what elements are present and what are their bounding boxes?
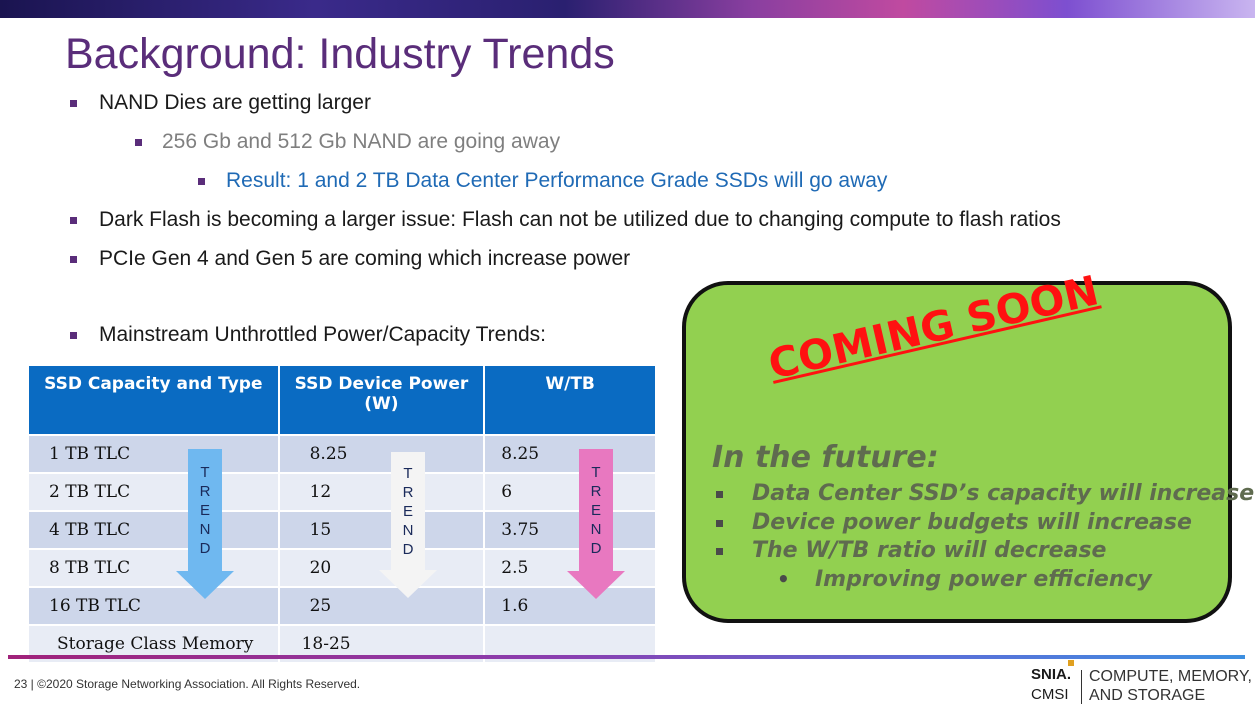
bullet-text: Mainstream Unthrottled Power/Capacity Tr… [99,323,547,346]
callout-heading: In the future: [712,440,939,475]
table-cell: 4 TB TLC [29,510,280,549]
bullet-text: Dark Flash is becoming a larger issue: F… [99,208,1061,231]
footer-copyright: 23 | ©2020 Storage Networking Associatio… [14,677,361,691]
bullet-square-icon [716,548,723,555]
arrow-head [176,571,234,599]
bullet-square-icon [70,332,77,339]
callout-item-text: The W/TB ratio will decrease [752,538,1107,563]
callout-item: The W/TB ratio will decrease [716,538,1107,563]
callout-subitem: • Improving power efficiency [777,567,1152,592]
callout-subitem-text: Improving power efficiency [815,567,1152,592]
power-capacity-table: SSD Capacity and Type SSD Device Power (… [29,366,657,662]
table-cell: 3.75 [484,510,657,549]
callout-item: Device power budgets will increase [716,510,1192,535]
bullet-text: NAND Dies are getting larger [99,91,371,114]
bullet-square-icon [70,217,77,224]
bullet-nand-going-away: 256 Gb and 512 Gb NAND are going away [135,130,560,154]
table-cell: 1 TB TLC [29,434,280,473]
bullet-nand-dies: NAND Dies are getting larger [70,91,371,115]
bullet-dark-flash: Dark Flash is becoming a larger issue: F… [70,208,1061,232]
table-cell: 12 [278,472,486,511]
logo-org: SNIA. [1031,666,1072,683]
callout-item-text: Data Center SSD’s capacity will increase [752,481,1255,506]
logo-unit: CMSI [1031,686,1069,703]
bullet-dot-icon: • [777,567,790,591]
bullet-square-icon [135,139,142,146]
table-row: 1 TB TLC 8.25 8.25 [29,434,657,473]
bullet-square-icon [716,520,723,527]
footer-divider [8,655,1245,659]
table-cell: 8.25 [484,434,657,473]
table-row: 2 TB TLC 12 6 [29,472,657,511]
bullet-text: PCIe Gen 4 and Gen 5 are coming which in… [99,247,631,270]
table-cell: 2.5 [484,548,657,587]
bullet-square-icon [198,178,205,185]
bullet-square-icon [70,256,77,263]
slide-title: Background: Industry Trends [65,30,615,78]
arrow-shaft [391,452,425,570]
callout-item: Data Center SSD’s capacity will increase [716,481,1255,506]
logo-divider [1081,670,1082,704]
column-header: SSD Device Power (W) [278,366,486,435]
table-header-row: SSD Capacity and Type SSD Device Power (… [29,366,657,435]
bullet-pcie: PCIe Gen 4 and Gen 5 are coming which in… [70,247,630,271]
bullet-text: 256 Gb and 512 Gb NAND are going away [162,130,561,153]
table-row: 4 TB TLC 15 3.75 [29,510,657,549]
table-cell: 8.25 [278,434,486,473]
logo-mark-icon [1068,660,1074,666]
table-cell: 15 [278,510,486,549]
arrow-shaft [188,449,222,571]
table-row: 8 TB TLC 20 2.5 [29,548,657,587]
bullet-result: Result: 1 and 2 TB Data Center Performan… [198,169,887,193]
table-cell: 16 TB TLC [29,586,280,625]
bullet-square-icon [70,100,77,107]
logo-line2: AND STORAGE [1089,687,1206,704]
bullet-text: Result: 1 and 2 TB Data Center Performan… [226,169,888,192]
arrow-shaft [579,449,613,571]
table-cell: 8 TB TLC [29,548,280,587]
callout-item-text: Device power budgets will increase [752,510,1192,535]
table-cell: 2 TB TLC [29,472,280,511]
coming-soon-callout [682,281,1232,623]
table-row: 16 TB TLC 25 1.6 [29,586,657,625]
logo-line1: COMPUTE, MEMORY, [1089,668,1252,685]
arrow-head [567,571,625,599]
header-banner [0,0,1255,18]
arrow-head [379,570,437,598]
bullet-square-icon [716,491,723,498]
bullet-mainstream-trends: Mainstream Unthrottled Power/Capacity Tr… [70,323,546,347]
column-header: SSD Capacity and Type [29,366,280,435]
column-header: W/TB [484,366,657,435]
table-cell: 6 [484,472,657,511]
